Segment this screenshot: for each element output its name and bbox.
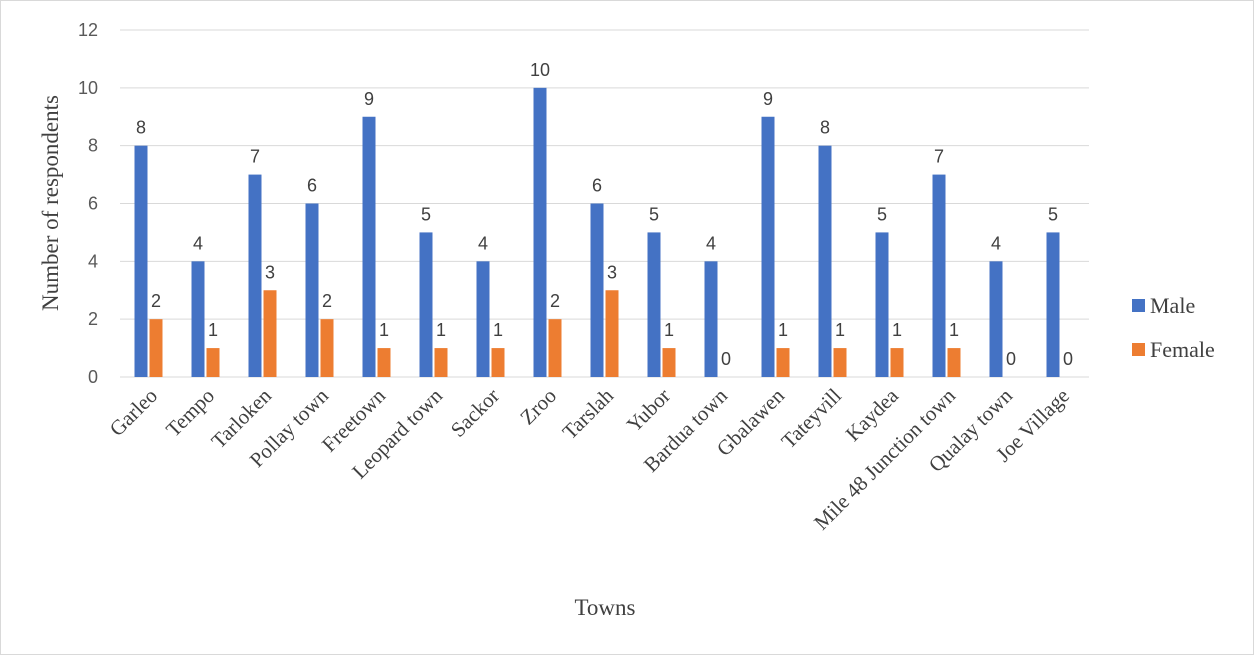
bar-female [263,290,277,377]
data-label-female: 2 [322,291,332,311]
data-label-male: 5 [877,204,887,224]
bars [134,87,1060,377]
bar-male [1046,232,1060,377]
bar-male [248,174,262,377]
legend: Male Female [1132,293,1215,362]
data-label-male: 9 [364,89,374,109]
data-label-male: 7 [250,147,260,167]
category-label: Sackor [446,384,504,442]
data-label-female: 2 [550,291,560,311]
bar-female [776,348,790,377]
data-label-male: 5 [1048,204,1058,224]
category-label: Tarslah [558,383,619,444]
bar-female [548,319,562,377]
bar-male [704,261,718,377]
data-label-male: 5 [649,204,659,224]
data-label-male: 4 [706,233,716,253]
data-label-female: 1 [664,320,674,340]
data-label-female: 3 [265,262,275,282]
data-label-male: 4 [478,233,488,253]
bar-female [434,348,448,377]
bar-male [362,116,376,377]
data-label-male: 10 [530,60,550,80]
data-label-male: 4 [193,233,203,253]
y-tick-label: 4 [88,251,98,271]
data-label-male: 7 [934,147,944,167]
bar-male [590,203,604,377]
bar-male [476,261,490,377]
data-label-male: 5 [421,204,431,224]
bar-male [533,87,547,377]
legend-swatch-female [1132,343,1145,356]
y-axis-title: Number of respondents [38,95,63,311]
bar-female [662,348,676,377]
legend-label-female: Female [1150,337,1215,362]
bar-female [947,348,961,377]
bar-male [875,232,889,377]
bar-male [932,174,946,377]
y-tick-label: 12 [78,20,98,40]
bar-male [191,261,205,377]
category-label: Garleo [105,384,162,441]
data-label-female: 1 [835,320,845,340]
data-label-female: 2 [151,291,161,311]
bar-female [149,319,163,377]
data-label-male: 8 [820,118,830,138]
y-tick-label: 2 [88,309,98,329]
bar-female [890,348,904,377]
bar-female [377,348,391,377]
data-label-female: 1 [892,320,902,340]
data-label-male: 8 [136,118,146,138]
y-tick-label: 0 [88,367,98,387]
data-label-female: 0 [721,349,731,369]
category-label: Yubor [622,384,675,437]
data-label-female: 1 [208,320,218,340]
data-label-female: 0 [1063,349,1073,369]
data-label-female: 1 [436,320,446,340]
y-tick-label: 8 [88,136,98,156]
data-label-female: 1 [379,320,389,340]
category-label: Tateyvill [776,383,846,453]
y-tick-label: 10 [78,78,98,98]
data-label-male: 6 [592,176,602,196]
category-label: Zroo [515,384,561,430]
data-label-female: 3 [607,262,617,282]
bar-male [761,116,775,377]
bar-male [818,145,832,377]
bar-female [491,348,505,377]
data-label-female: 1 [778,320,788,340]
data-label-male: 6 [307,176,317,196]
y-tick-label: 6 [88,194,98,214]
bar-male [419,232,433,377]
data-label-female: 1 [493,320,503,340]
data-label-male: 4 [991,233,1001,253]
bar-male [647,232,661,377]
bar-female [605,290,619,377]
legend-swatch-male [1132,299,1145,312]
bar-female [320,319,334,377]
bar-male [134,145,148,377]
data-label-female: 1 [949,320,959,340]
data-label-male: 9 [763,89,773,109]
bar-male [305,203,319,377]
data-label-female: 0 [1006,349,1016,369]
y-tick-labels: 0 2 4 6 8 10 12 [78,20,98,387]
bar-female [206,348,220,377]
bar-male [989,261,1003,377]
x-axis-title: Towns [574,595,635,620]
gridlines [120,29,1089,378]
bar-female [833,348,847,377]
legend-label-male: Male [1150,293,1195,318]
